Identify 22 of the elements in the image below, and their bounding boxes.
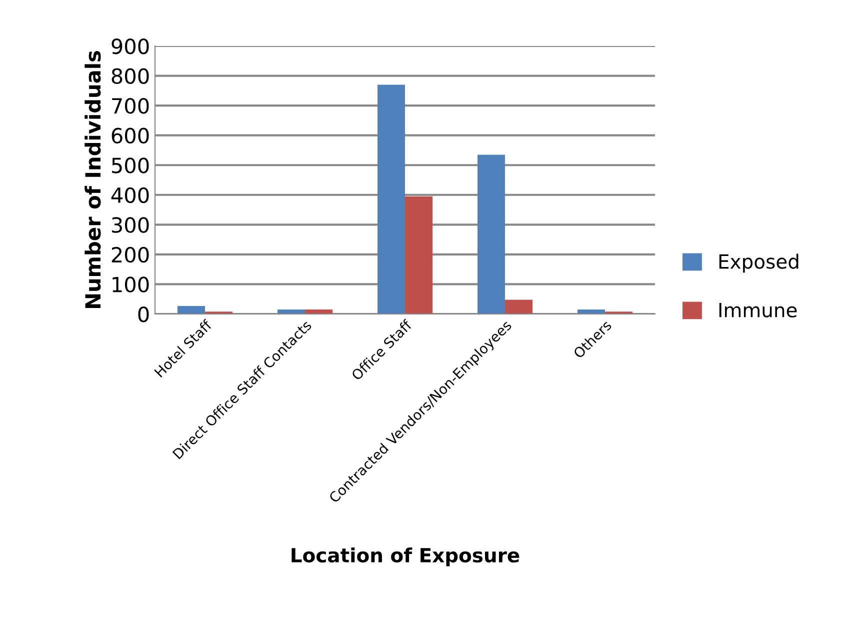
y-tick-label: 300 <box>112 217 149 233</box>
y-tick-label: 200 <box>112 246 149 263</box>
bar <box>505 300 532 314</box>
x-axis-title: Location of Exposure <box>292 547 520 566</box>
y-tick-label: 100 <box>112 276 149 292</box>
y-tick-label: 400 <box>111 187 149 204</box>
bar <box>578 310 605 314</box>
bar <box>178 306 205 314</box>
bar <box>378 84 405 314</box>
y-tick-label: 500 <box>112 158 149 174</box>
bar <box>405 196 432 314</box>
y-tick-label: 900 <box>112 38 149 54</box>
legend-label: Exposed <box>719 254 798 273</box>
bar <box>478 154 505 314</box>
bar <box>278 310 305 314</box>
legend-label: Immune <box>719 302 797 318</box>
y-tick-label: 700 <box>112 98 149 114</box>
y-axis-title: Number of Individuals <box>84 51 101 308</box>
bar <box>305 310 332 314</box>
y-tick-label: 800 <box>112 68 149 84</box>
y-tick-label: 0 <box>138 306 149 322</box>
y-tick-label: 600 <box>112 128 149 144</box>
